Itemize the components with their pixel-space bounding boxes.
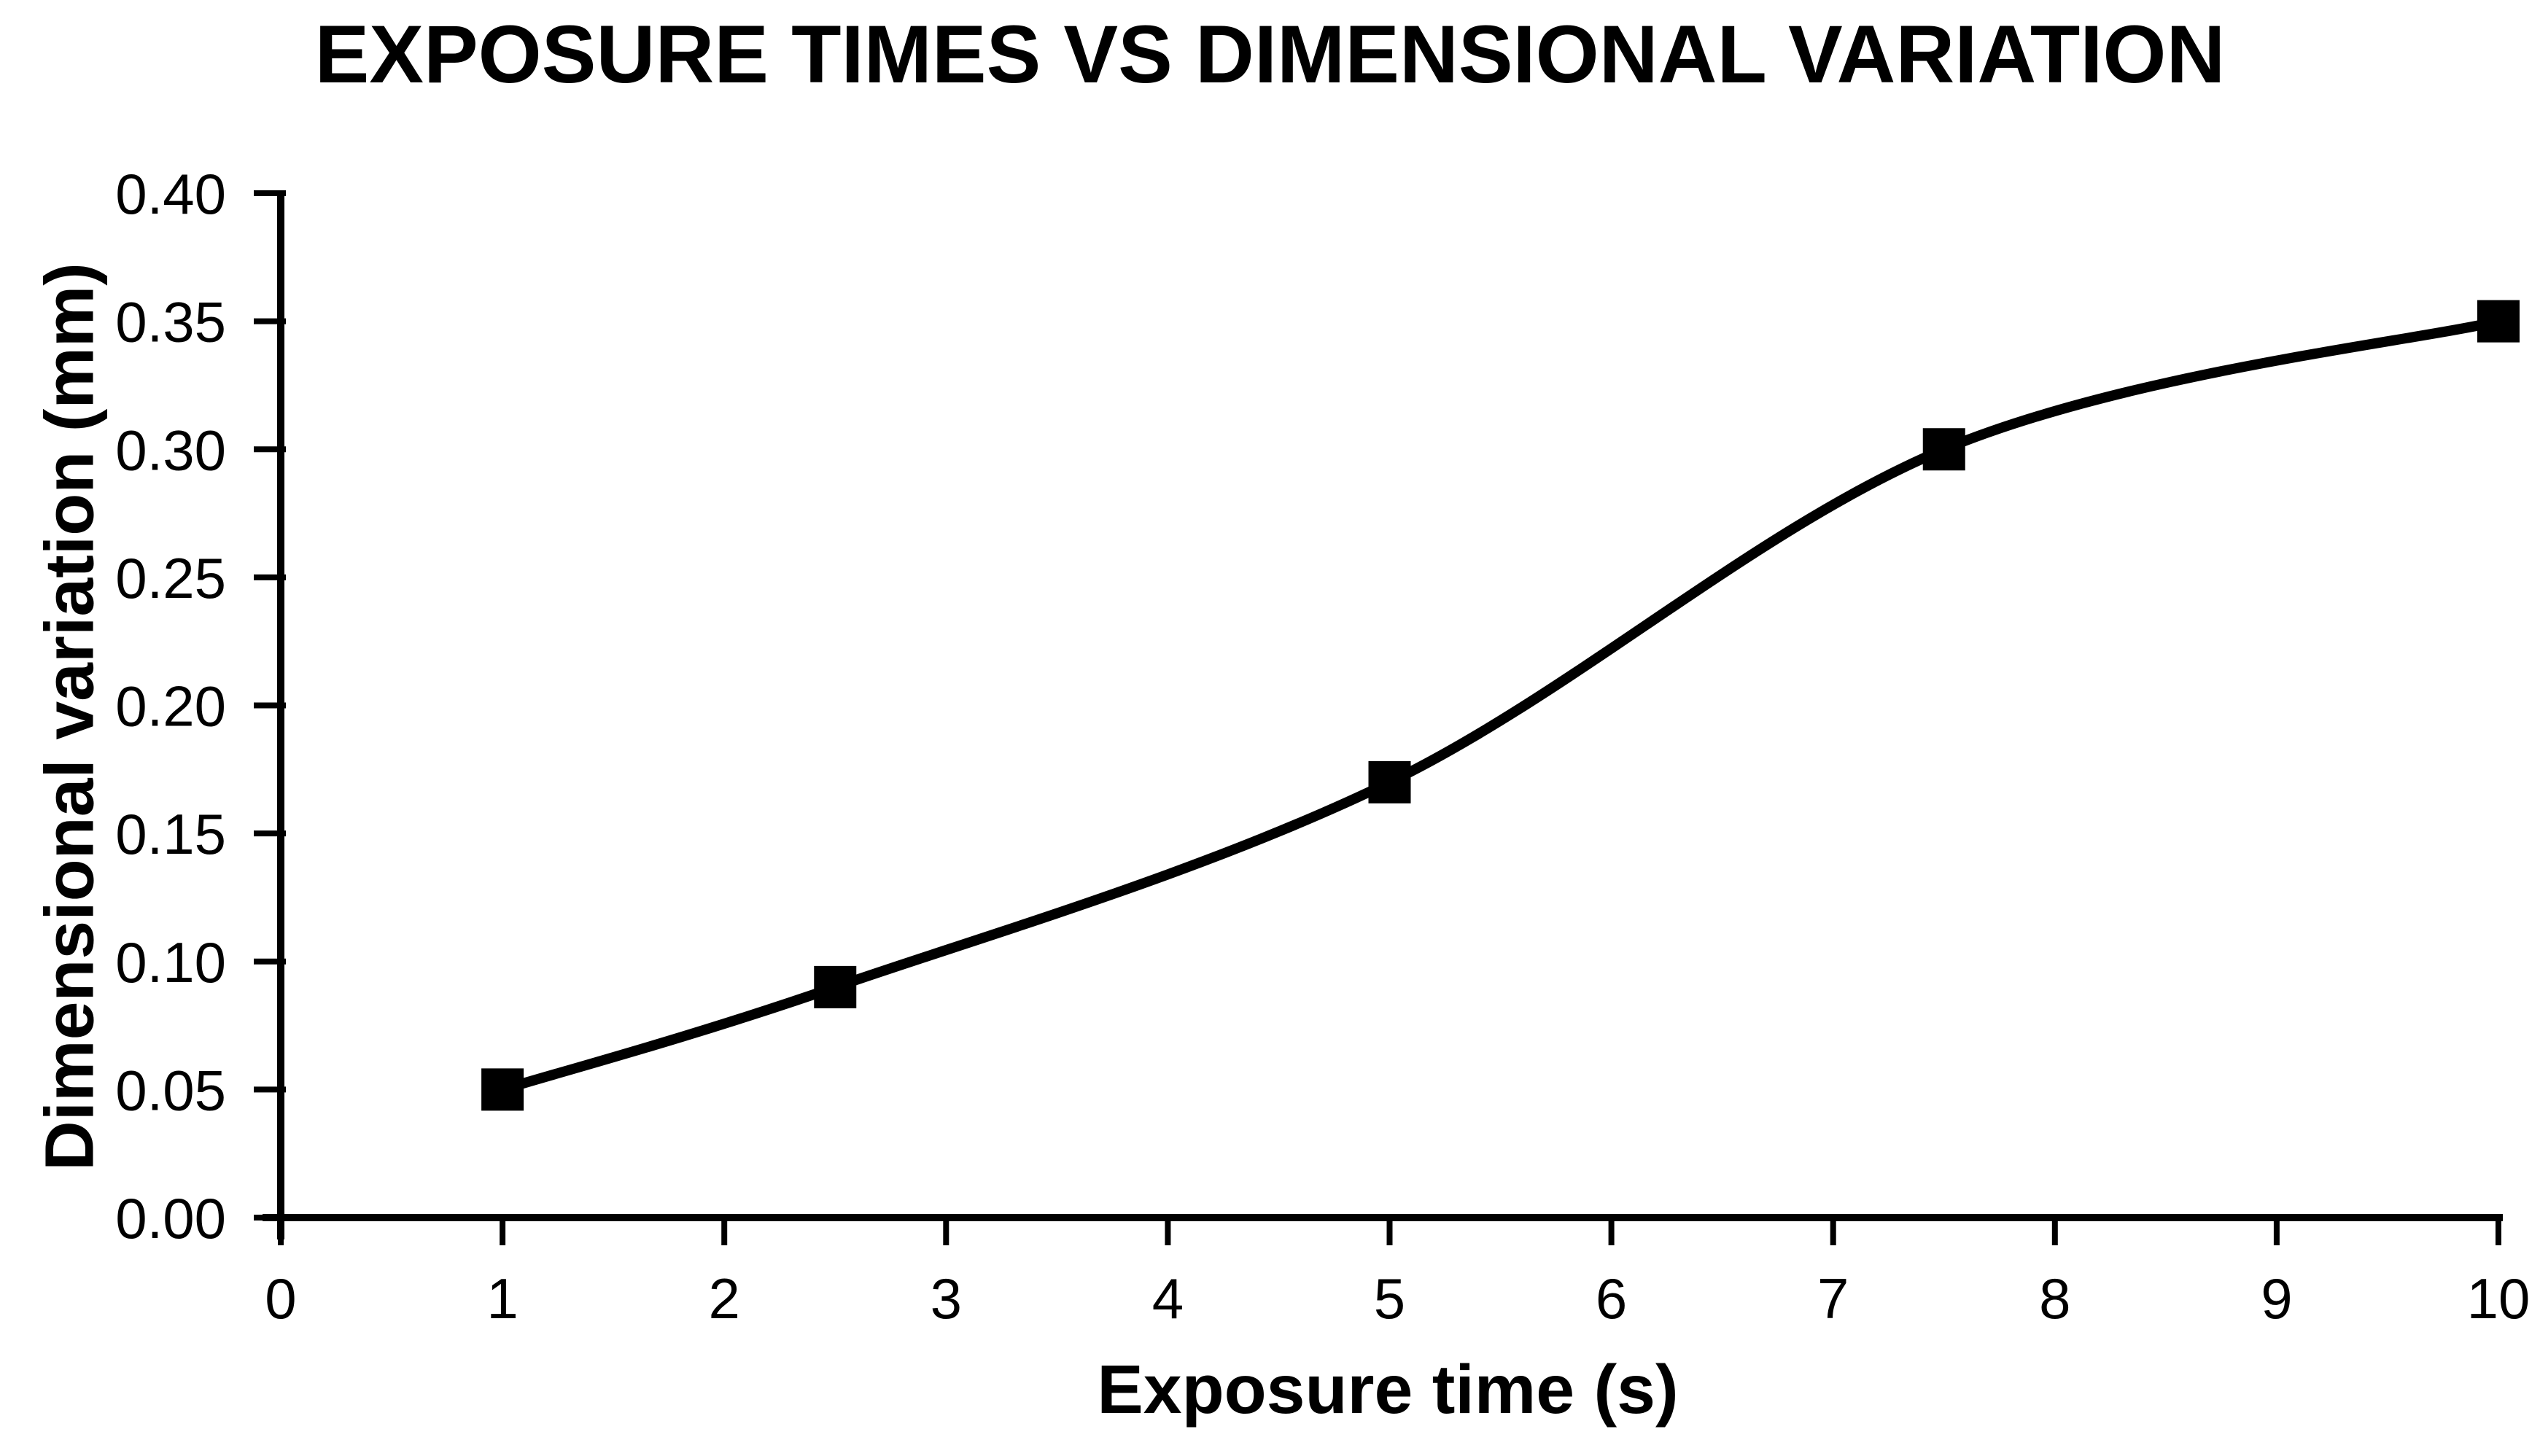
x-tick-label: 9 bbox=[2261, 1266, 2292, 1331]
y-tick-label: 0.35 bbox=[115, 290, 226, 354]
x-tick-label: 0 bbox=[265, 1266, 296, 1331]
x-tick-label: 2 bbox=[709, 1266, 740, 1331]
series-line bbox=[497, 316, 2504, 1095]
y-tick-label: 0.15 bbox=[115, 802, 226, 866]
y-tick-label: 0.30 bbox=[115, 418, 226, 482]
y-tick-label: 0.25 bbox=[115, 546, 226, 610]
y-tick-label: 0.40 bbox=[115, 162, 226, 226]
y-tick-label: 0.10 bbox=[115, 930, 226, 994]
data-point-marker bbox=[2477, 300, 2520, 343]
x-tick-label: 4 bbox=[1152, 1266, 1184, 1331]
x-tick-label: 10 bbox=[2467, 1266, 2531, 1331]
data-point-marker bbox=[1368, 760, 1411, 803]
y-tick-label: 0.00 bbox=[115, 1186, 226, 1250]
x-tick-label: 1 bbox=[486, 1266, 518, 1331]
x-axis-title: Exposure time (s) bbox=[1097, 1351, 1679, 1428]
x-tick-label: 7 bbox=[1817, 1266, 1849, 1331]
chart-title: EXPOSURE TIMES VS DIMENSIONAL VARIATION bbox=[314, 9, 2226, 100]
y-tick-label: 0.20 bbox=[115, 674, 226, 739]
x-tick-label: 5 bbox=[1374, 1266, 1405, 1331]
data-point-marker bbox=[481, 1068, 524, 1111]
x-tick-label: 8 bbox=[2039, 1266, 2070, 1331]
data-point-marker bbox=[814, 965, 857, 1008]
x-tick-label: 6 bbox=[1596, 1266, 1627, 1331]
x-tick-label: 3 bbox=[931, 1266, 962, 1331]
data-point-marker bbox=[1922, 428, 1965, 471]
y-tick-label: 0.05 bbox=[115, 1058, 226, 1122]
